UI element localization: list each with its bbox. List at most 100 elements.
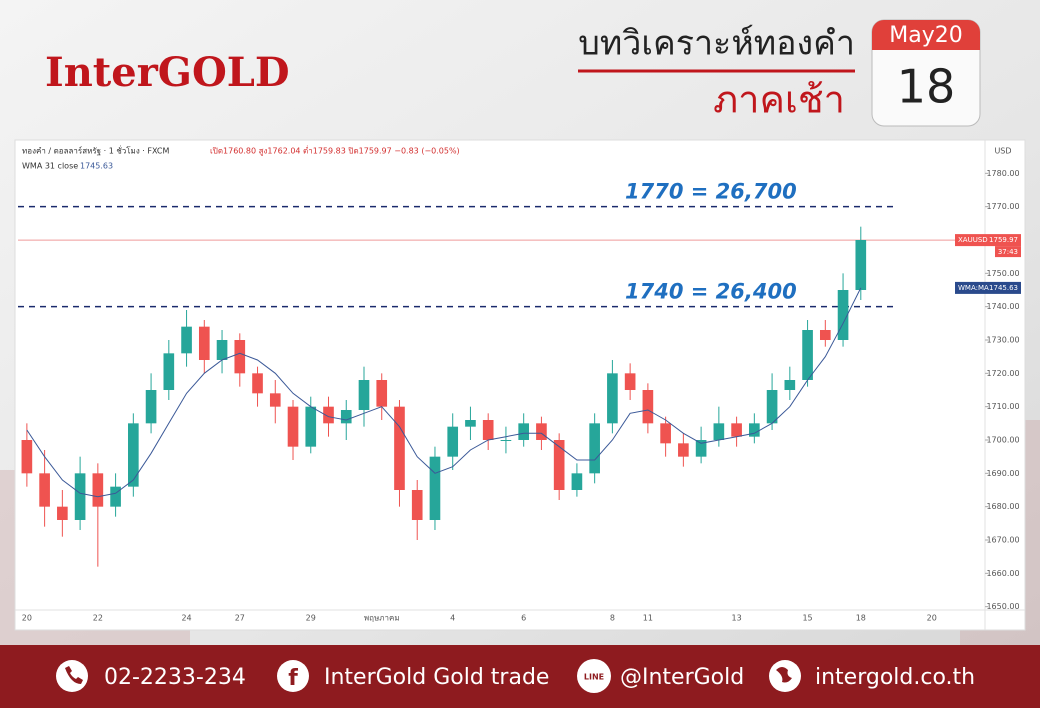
x-tick-label: 11: [643, 614, 653, 623]
y-tick-label: 1650.00: [986, 602, 1019, 611]
candle-body: [553, 440, 565, 490]
candle-body: [589, 423, 600, 474]
candle-body: [128, 423, 139, 487]
phone[interactable]: 02-2233-234: [104, 665, 246, 690]
x-tick-label: 8: [610, 614, 615, 623]
candle-body: [181, 326, 192, 354]
indicator-value: 1745.63: [80, 162, 113, 171]
candle-body: [198, 326, 210, 360]
facebook[interactable]: InterGold Gold trade: [324, 665, 549, 690]
countdown-tag: [995, 246, 1021, 258]
y-tick-label: 1700.00: [986, 436, 1019, 445]
candle-body: [500, 440, 512, 441]
price-tag-symbol: XAUUSD: [958, 236, 988, 244]
y-tick-label: 1690.00: [986, 469, 1019, 478]
y-tick-label: 1780.00: [986, 169, 1019, 178]
x-tick-label: 20: [927, 614, 937, 623]
candle-body: [269, 393, 281, 407]
candle-body: [21, 440, 33, 474]
candle-body: [110, 486, 121, 507]
x-tick-label: 13: [732, 614, 742, 623]
calendar-band: [872, 20, 980, 50]
candle-body: [607, 373, 618, 424]
x-tick-label: 15: [802, 614, 812, 623]
x-tick-label: 4: [450, 614, 455, 623]
y-tick-label: 1730.00: [986, 336, 1019, 345]
title: บทวิเคราะห์ทองคำ: [578, 24, 855, 64]
y-tick-label: 1710.00: [986, 402, 1019, 411]
indicator-line: [26, 287, 862, 498]
symbol: ทองคำ / ดอลลาร์สหรัฐ · 1 ชั่วโมง · FXCM: [22, 145, 169, 156]
line-icon: [577, 659, 611, 693]
x-tick-label: 29: [306, 614, 316, 623]
annotation-label: 1770 = 26,700: [625, 180, 797, 204]
x-tick-label: 18: [856, 614, 866, 623]
x-tick-label: 27: [235, 614, 245, 623]
x-tick-label: 24: [181, 614, 191, 623]
phone-glyph: [65, 666, 83, 684]
candle-body: [660, 423, 671, 444]
annotation-label: 1740 = 26,400: [625, 280, 797, 304]
subtitle: ภาคเช้า: [713, 78, 845, 122]
candle-body: [234, 340, 246, 374]
candle-body: [358, 380, 370, 410]
candle-body: [340, 410, 352, 424]
web-glyph: [776, 667, 792, 683]
indicator-tag: [955, 281, 1021, 294]
footer: [0, 645, 1040, 708]
indicator-tag-value: 1745.63: [989, 284, 1018, 292]
candle-body: [536, 423, 547, 440]
candle-body: [855, 240, 867, 290]
candle-body: [287, 406, 299, 447]
website[interactable]: intergold.co.th: [815, 665, 975, 690]
candle-body: [429, 456, 441, 520]
y-tick-label: 1770.00: [986, 202, 1019, 211]
indicator-tag-name: WMA:MA: [958, 284, 989, 292]
calendar-month: May20: [889, 23, 962, 48]
facebook-icon: [277, 660, 309, 692]
candle-body: [145, 390, 157, 424]
candle-body: [819, 330, 831, 340]
candle-body: [305, 406, 317, 447]
candle-body: [518, 423, 530, 440]
y-tick-label: 1660.00: [986, 569, 1019, 578]
candle-body: [394, 406, 405, 490]
price-tag: [955, 234, 1021, 247]
y-tick-label: 1670.00: [986, 536, 1019, 545]
x-tick-label: 20: [22, 614, 32, 623]
y-tick-label: 1680.00: [986, 502, 1019, 511]
line-glyph: LINE: [584, 673, 604, 682]
candle-body: [624, 373, 636, 390]
currency: USD: [994, 147, 1011, 156]
candle-body: [678, 443, 689, 457]
candle-body: [465, 420, 476, 427]
y-tick-label: 1750.00: [986, 269, 1019, 278]
candle-body: [695, 440, 707, 457]
candle-body: [376, 380, 388, 407]
candle-body: [837, 290, 849, 340]
candle-body: [642, 390, 654, 424]
candle-body: [802, 330, 813, 380]
logo: InterGOLD: [45, 49, 290, 96]
plot: 1650.00 1660.00 1670.00 1680.00 1690.00 1700.…: [18, 169, 1021, 623]
candle-body: [482, 420, 494, 440]
candle-body: [57, 506, 68, 520]
chart-panel: [14, 139, 1026, 631]
candle-body: [252, 373, 263, 394]
x-tick-label: 6: [521, 614, 526, 623]
y-tick-label: 1720.00: [986, 369, 1019, 378]
x-tick-label: พฤษภาคม: [364, 614, 400, 623]
candle-body: [323, 406, 334, 424]
candle-body: [713, 423, 725, 440]
y-tick-label: 1740.00: [986, 302, 1019, 311]
candle-body: [216, 340, 228, 360]
line-id[interactable]: @InterGold: [620, 665, 744, 690]
candle-body: [74, 473, 86, 520]
candle-body: [749, 423, 760, 437]
indicator-name: WMA 31 close: [22, 162, 78, 171]
candle-body: [411, 490, 423, 520]
candle-body: [447, 426, 459, 457]
calendar-day: 18: [897, 60, 956, 114]
ohlc: เปิด1760.80 สูง1762.04 ต่ำ1759.83 ปิด175…: [210, 145, 460, 157]
